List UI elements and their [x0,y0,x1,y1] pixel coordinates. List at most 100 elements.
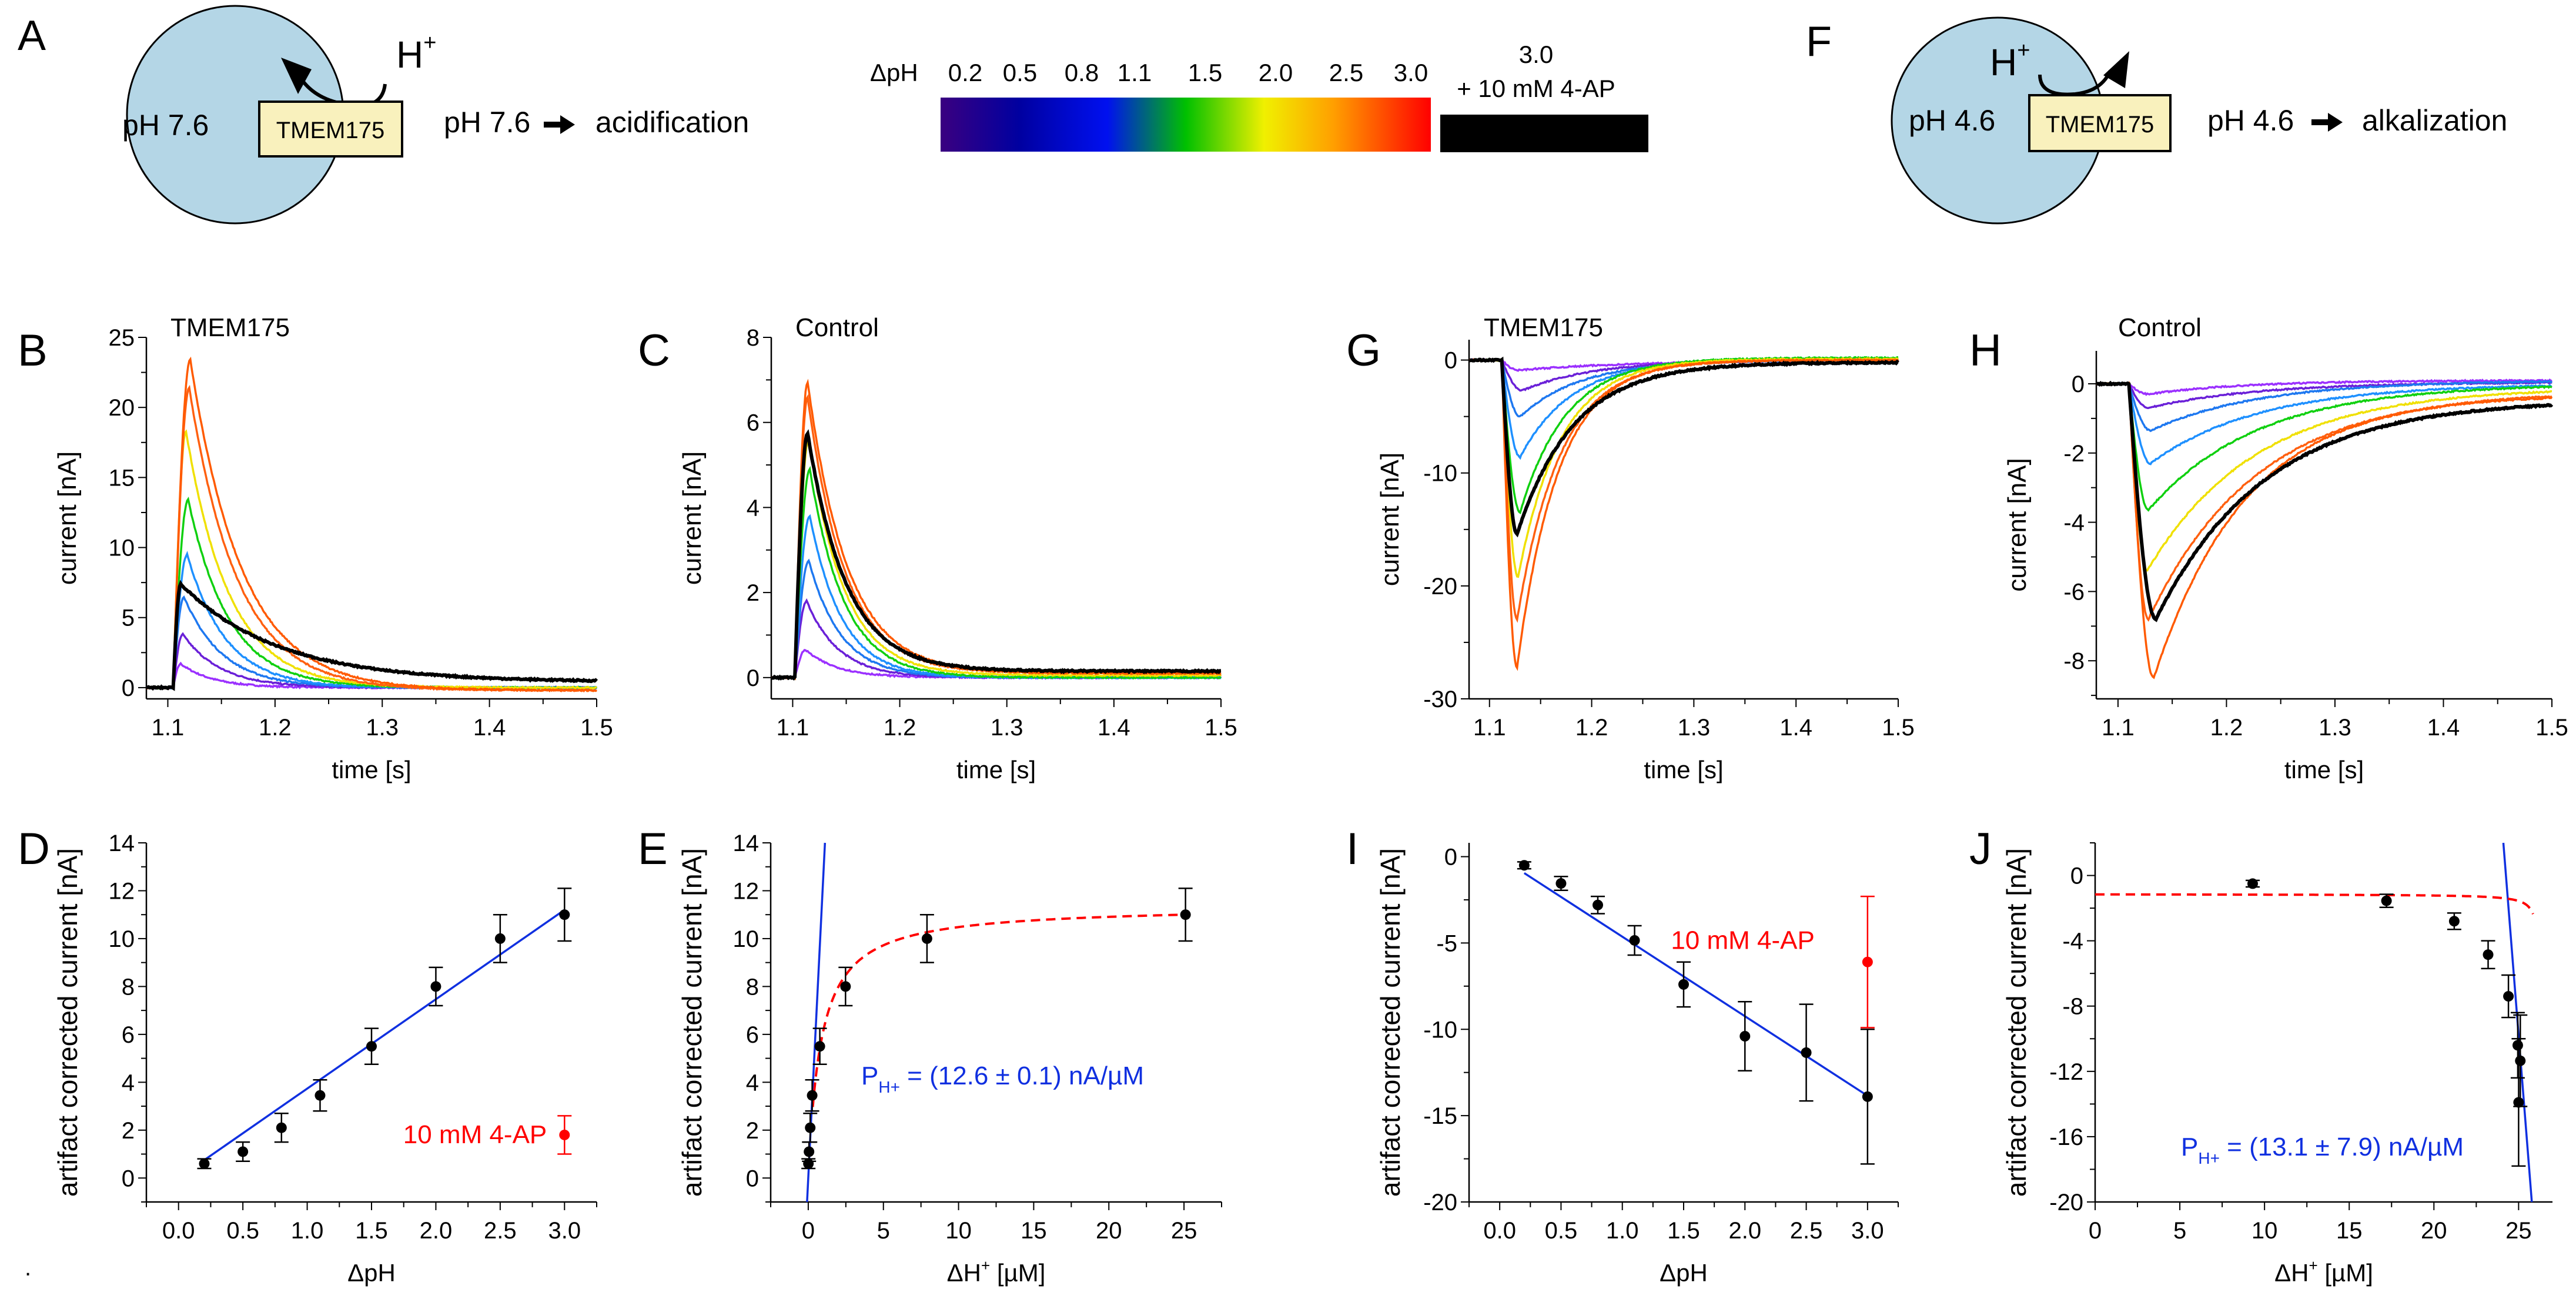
x-tick-label: 1.1 [152,715,185,741]
y-tick-label: -16 [2049,1124,2083,1150]
x-tick-label: 1.2 [259,715,292,741]
footnote-mark: . [25,1255,31,1281]
x-tick-label: 1.5 [1882,715,1915,741]
x-axis-label-sup: + [2309,1257,2318,1274]
data-point [559,909,570,920]
result-left-f: pH 4.6 [2207,104,2294,137]
y-tick-label: 10 [109,535,135,561]
x-tick-label: 10 [2252,1218,2278,1244]
chart-panel-h: H Control 1.1 1.2 1.3 1.4 1.5 -8 -6 -4 -2 0 time [s]… [1969,313,2568,783]
x-tick-label: 1.5 [1205,715,1237,741]
trace-line [1469,357,1899,578]
y-axis-label: current [nA] [678,451,707,585]
trace-blocker [1469,356,1899,538]
y-tick-label: -5 [1436,930,1457,956]
trace-line [771,379,1222,679]
x-tick-label: 25 [2505,1218,2532,1244]
data-point [2515,1055,2526,1066]
plot-area [771,379,1222,681]
data-point [804,1146,815,1157]
y-tick-label: 14 [733,831,760,856]
x-tick-label: 1.4 [1779,715,1812,741]
vesicle-label-a: pH 7.6 [122,109,209,142]
y-axis-label: artifact corrected current [nA] [2001,848,2032,1197]
result-left-a: pH 7.6 [444,106,530,139]
y-axis-label: current [nA] [53,451,82,585]
y-tick-label: 20 [109,395,135,421]
colorbar-label: ΔpH [870,59,918,86]
x-tick-label: 0 [2089,1218,2102,1244]
x-tick-label: 5 [2173,1218,2186,1244]
data-point [1678,979,1689,990]
trace-line [2096,381,2552,622]
data-point [1629,935,1640,946]
data-point [1739,1031,1751,1042]
chart-panel-b: B TMEM175 1.1 1.2 1.3 1.4 1.5 0 5 10 15 20 25 time [s… [18,313,613,783]
annotation-main: P [2181,1133,2198,1161]
protein-label-a: TMEM175 [276,118,385,143]
panel-letter: I [1346,824,1359,874]
y-tick-label: 0 [1444,845,1457,870]
data-point [2448,916,2460,927]
panel-letter: C [638,326,670,376]
panel-letter-a: A [18,12,46,59]
trace-line [771,466,1222,680]
y-tick-label: -8 [2062,994,2083,1020]
x-tick-label: 0.5 [1545,1218,1578,1244]
x-tick-label: 1.0 [1606,1218,1639,1244]
trace-line [146,356,597,692]
y-tick-label: 8 [746,974,759,1000]
x-tick-label: 1.5 [580,715,613,741]
trace-line [1469,357,1899,460]
y-tick-label: 2 [122,1118,135,1144]
y-tick-label: 6 [746,1022,759,1048]
y-tick-label: 0 [746,1166,759,1191]
x-tick-label: 0.5 [226,1218,259,1244]
colorbar-tick-label: 3.0 [1394,59,1428,86]
colorbar-gradient [941,98,1431,152]
x-axis-label: time [s] [2284,756,2364,783]
trace-blocker [771,429,1222,681]
trace-line [771,436,1222,681]
y-tick-label: 4 [746,1070,759,1096]
x-axis-label: ΔpH [1660,1259,1708,1287]
trace-line [771,558,1222,680]
x-tick-label: 1.2 [1575,715,1608,741]
x-tick-label: 15 [2336,1218,2363,1244]
data-point [1801,1047,1812,1058]
chart-panel-g: G TMEM175 1.1 1.2 1.3 1.4 1.5 -30 -20 -10 0 time [s… [1346,313,1915,783]
y-tick-label: 0 [122,675,135,701]
data-point [1180,909,1191,920]
y-tick-label: -8 [2063,648,2085,674]
y-axis-label: current [nA] [2003,458,2032,591]
data-point [2381,895,2392,906]
x-tick-label: 1.5 [1667,1218,1700,1244]
x-tick-label: 10 [945,1218,972,1244]
y-tick-label: -4 [2063,510,2085,536]
x-tick-label: 1.1 [2102,715,2135,741]
x-axis-label-sup: + [981,1257,990,1274]
colorbar-tick-label: 0.2 [948,59,982,86]
colorbar-tick-label: 0.8 [1065,59,1099,86]
x-tick-label: 1.5 [355,1218,388,1244]
y-tick-label: 12 [733,878,760,904]
panel-letter: J [1969,824,1992,874]
chart-panel-c: C Control 1.1 1.2 1.3 1.4 1.5 0 2 4 6 8 time [s] curr… [638,313,1237,783]
trace-line [2096,380,2553,433]
trace-blocker [146,580,598,691]
chart-title: Control [2118,313,2202,342]
data-point [1518,860,1530,871]
colorbar-tick-label: 1.1 [1118,59,1152,86]
x-tick-label: 0 [802,1218,815,1244]
chart-panel-i: I 0.0 0.5 1.0 1.5 2.0 2.5 3.0 -20 -15 -10 -5 0 ΔpH art… [1346,824,1899,1287]
data-point [840,981,851,992]
x-tick-label: 5 [877,1218,890,1244]
y-tick-label: 6 [122,1022,135,1048]
x-tick-label: 3.0 [548,1218,581,1244]
y-tick-label: -20 [1423,574,1457,600]
data-point [805,1122,816,1133]
ion-label-a: H+ [396,31,436,76]
x-tick-label: 2.0 [420,1218,453,1244]
x-axis-label-unit: [µM] [2318,1259,2373,1287]
